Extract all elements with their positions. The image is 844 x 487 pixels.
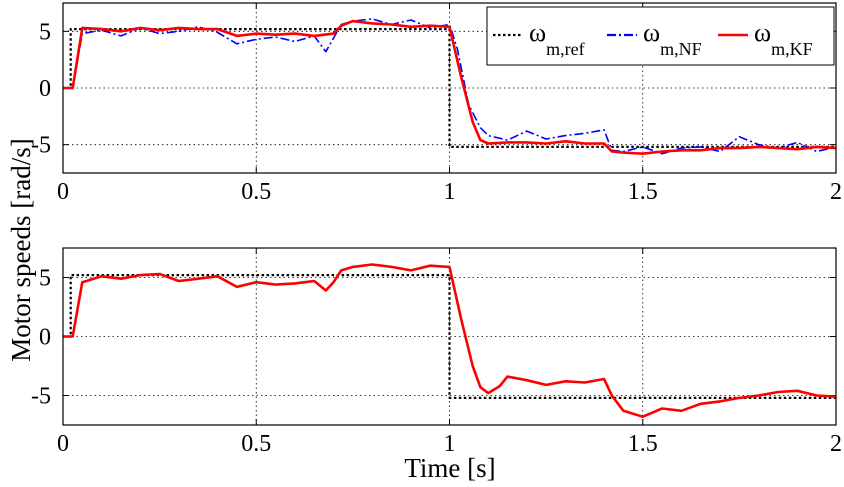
legend-box (486, 6, 835, 66)
legend: ωm,ref ωm,NF ωm,KF (486, 6, 835, 66)
series-line-kf (63, 19, 836, 155)
bottom-panel: 0 0.5 1 1.5 250-5 (31, 247, 842, 457)
axes-frame (62, 2, 837, 174)
x-tick-label: 0 (57, 431, 69, 457)
axes-frame (62, 247, 837, 426)
y-tick-label: -5 (31, 133, 51, 159)
y-tick-label: 5 (39, 19, 51, 45)
y-tick-label: 0 (39, 325, 51, 351)
x-tick-label: 2 (830, 431, 842, 457)
y-tick-label: -5 (31, 384, 51, 410)
x-tick-label: 1 (444, 179, 456, 205)
x-tick-label: 2 (830, 179, 842, 205)
x-tick-label: 1 (444, 431, 456, 457)
x-tick-label: 0.5 (241, 431, 271, 457)
legend-label-ref: ωm,ref (529, 18, 585, 59)
legend-label-nf: ωm,NF (643, 18, 702, 59)
y-tick-label: 5 (39, 266, 51, 292)
x-tick-label: 1.5 (628, 179, 658, 205)
x-tick-label: 1.5 (628, 431, 658, 457)
legend-label-kf: ωm,KF (754, 18, 813, 59)
x-tick-label: 0 (57, 179, 69, 205)
y-tick-label: 0 (39, 76, 51, 102)
x-tick-label: 0.5 (241, 179, 271, 205)
y-axis-label: Motor speeds [rad/s] (6, 138, 36, 361)
series-line-kf (63, 263, 836, 419)
x-axis-label: Time [s] (404, 453, 495, 483)
